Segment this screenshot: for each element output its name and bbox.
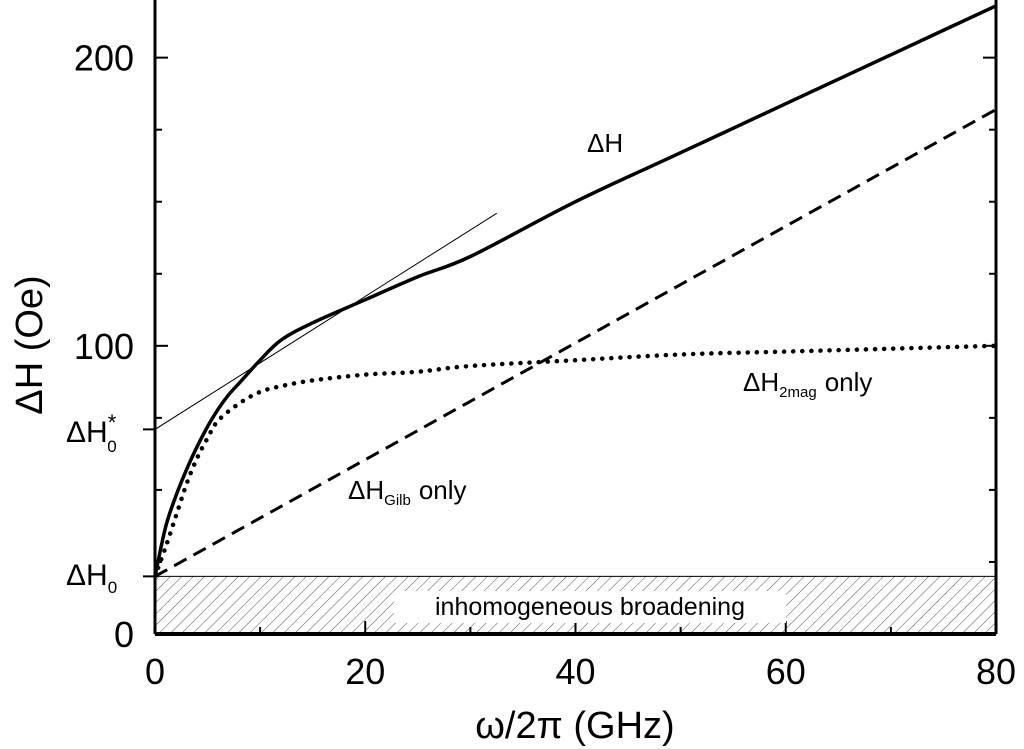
series-line-dashed — [155, 108, 996, 578]
label-dh0: ΔH0 — [66, 559, 117, 597]
annotation-dh: ΔH — [587, 128, 623, 158]
annotation-inhomogeneous-broadening: inhomogeneous broadening — [435, 593, 745, 621]
y-tick-label: 100 — [74, 326, 134, 367]
label-dh0-star-sub: 0 — [107, 437, 116, 456]
annotation-dh-gilb-sub: Gilb — [384, 492, 411, 509]
y-tick-label: 0 — [114, 614, 134, 655]
annotation-dh-2mag: ΔH2mag only — [743, 367, 872, 401]
annotation-dh-2mag-sub: 2mag — [779, 384, 817, 401]
label-dh0-star: ΔH* 0 — [66, 410, 117, 456]
label-dh0-main: ΔH — [66, 559, 108, 592]
x-axis-title: ω/2π (GHz) — [475, 705, 674, 747]
x-tick-label: 0 — [145, 651, 165, 692]
annotation-dh-gilb: ΔHGilb only — [348, 475, 467, 509]
label-dh0-star-sup: * — [108, 410, 117, 435]
label-dh0-sub: 0 — [108, 578, 117, 597]
x-tick-label: 60 — [766, 651, 806, 692]
y-tick-label: 200 — [74, 38, 134, 79]
inhomogeneous-label-bg — [394, 591, 786, 623]
annotation-dh-gilb-main: ΔH — [348, 475, 384, 505]
annotation-dh-gilb-tail: only — [419, 475, 467, 505]
label-dh0-star-main: ΔH — [66, 416, 108, 449]
annotation-dh-2mag-main: ΔH — [743, 367, 779, 397]
series-line-solid — [155, 4, 996, 577]
annotation-dh-2mag-tail: only — [825, 367, 873, 397]
y-axis-title: ΔH (Oe) — [9, 275, 51, 414]
x-tick-label: 20 — [345, 651, 385, 692]
x-tick-label: 80 — [976, 651, 1016, 692]
series-line-thin — [155, 212, 497, 430]
x-tick-label: 40 — [555, 651, 595, 692]
